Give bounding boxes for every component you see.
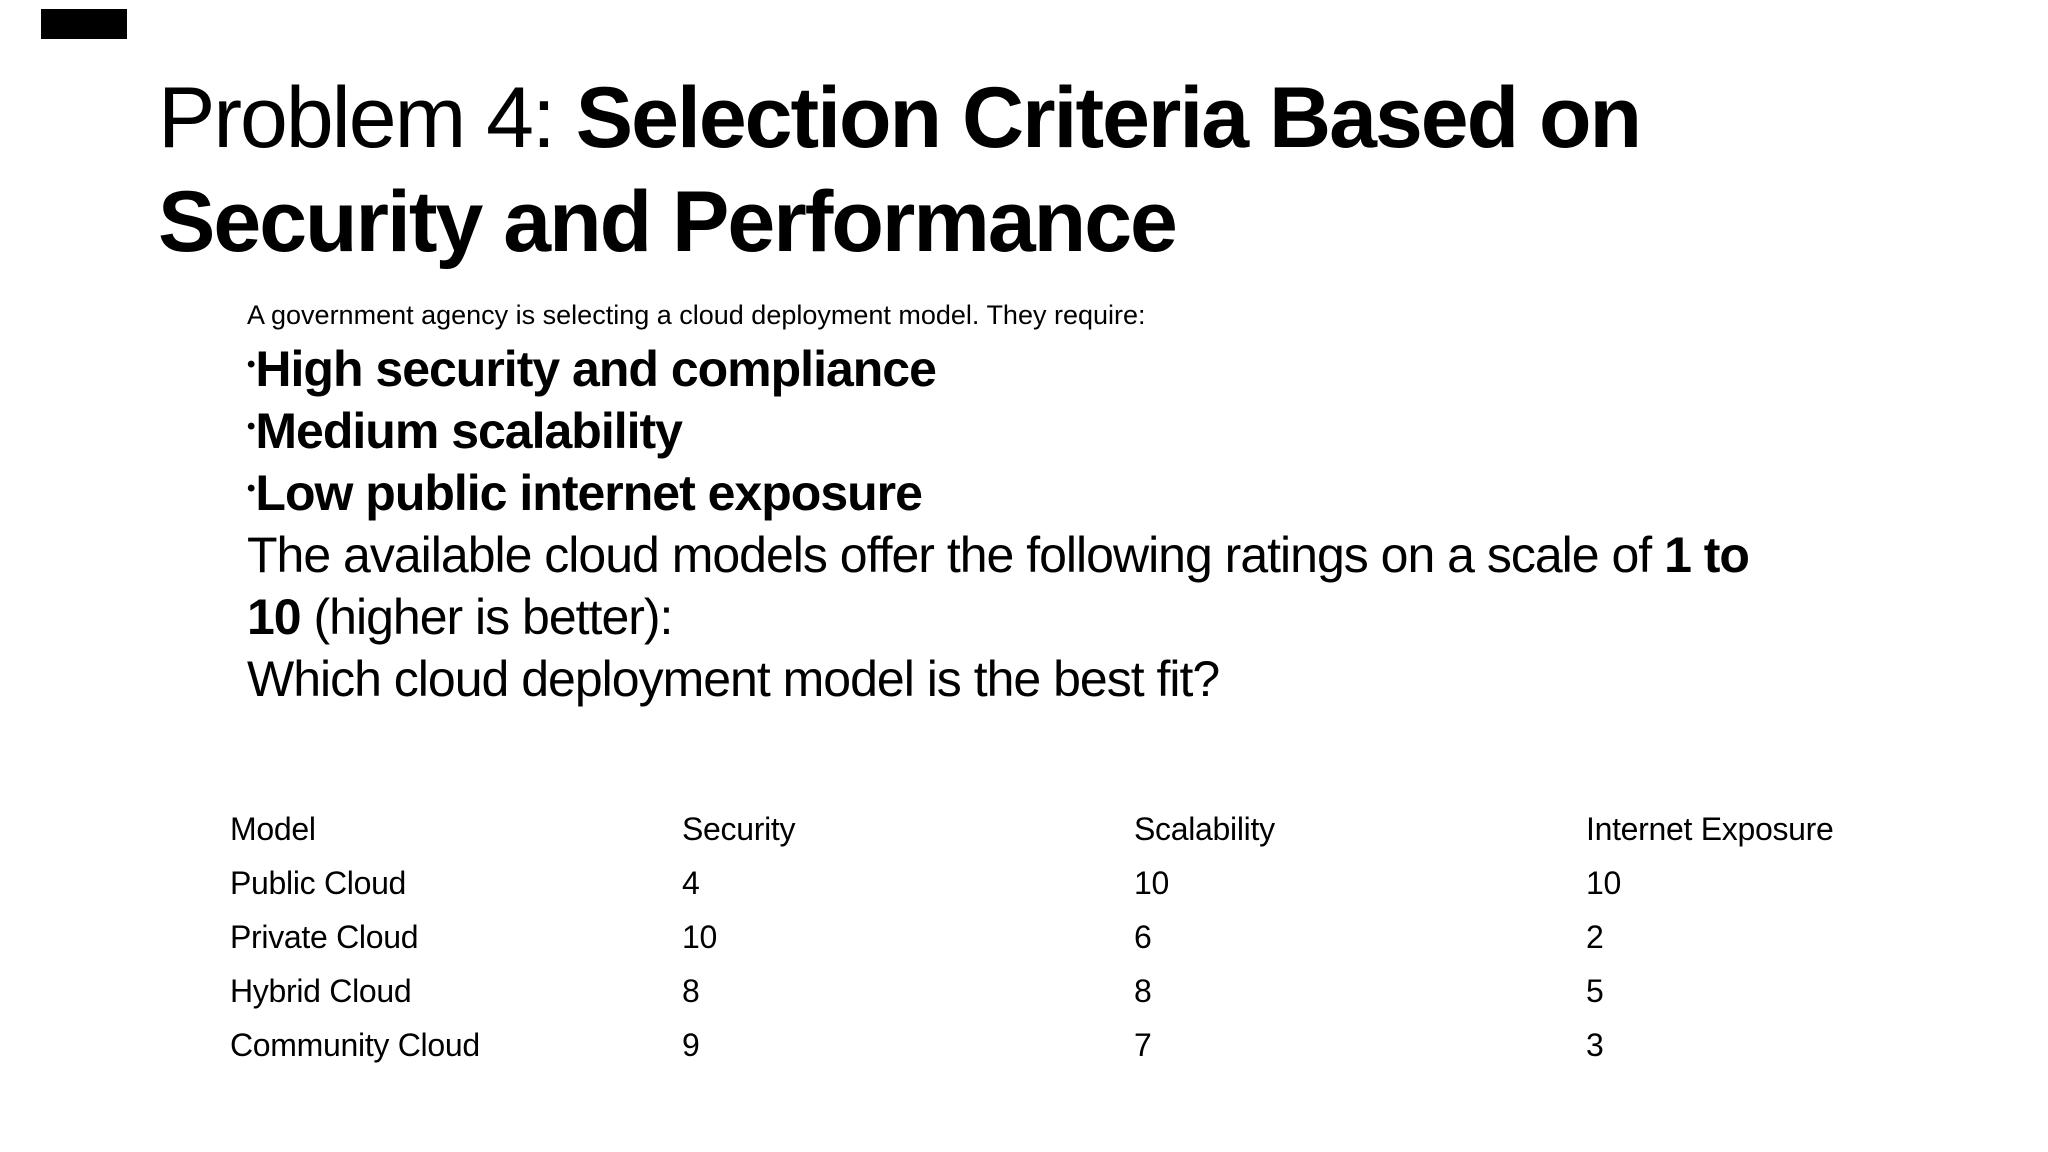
table-value-cell: 8 — [1134, 973, 1152, 1009]
table-value-cell: 6 — [1134, 919, 1152, 955]
title-emphasis-line2: Security and Performance — [158, 174, 1178, 270]
table-value-cell: 10 — [682, 919, 717, 955]
ratings-text-run: 10 — [247, 589, 302, 645]
ratings-paragraph: The available cloud models offer the fol… — [247, 524, 1987, 648]
ratings-paragraph-line: The available cloud models offer the fol… — [247, 524, 1987, 586]
requirement-item: •Medium scalability — [247, 400, 1987, 462]
ratings-text-run: (higher is better): — [300, 589, 674, 645]
table-model-cell: Community Cloud — [230, 1027, 480, 1063]
table-header-cell: Model — [230, 811, 316, 847]
requirements-list: •High security and compliance •Medium sca… — [247, 338, 1987, 524]
ratings-paragraph-line: 10 (higher is better): — [247, 586, 1987, 648]
table-value-cell: 9 — [682, 1027, 700, 1063]
table-value-cell: 10 — [1134, 865, 1169, 901]
table-header-cell: Security — [682, 811, 796, 847]
bullet-icon: • — [247, 475, 256, 503]
body-text-block: A government agency is selecting a cloud… — [247, 292, 1987, 710]
table-header-cell: Internet Exposure — [1586, 811, 1834, 847]
requirement-item: •High security and compliance — [247, 338, 1987, 400]
ratings-text-run: The available cloud models offer the fol… — [247, 527, 1665, 583]
bullet-icon: • — [247, 351, 256, 379]
requirement-label: Low public internet exposure — [255, 465, 923, 521]
requirement-label: High security and compliance — [255, 341, 937, 397]
table-model-cell: Hybrid Cloud — [230, 973, 412, 1009]
table-header-cell: Scalability — [1134, 811, 1275, 847]
question-line: Which cloud deployment model is the best… — [247, 651, 1220, 707]
intro-line: A government agency is selecting a cloud… — [247, 300, 1146, 330]
bullet-icon: • — [247, 413, 256, 441]
corner-mark — [41, 9, 127, 39]
ratings-text-run: 1 to — [1664, 527, 1750, 583]
table-model-cell: Public Cloud — [230, 865, 407, 901]
table-value-cell: 8 — [682, 973, 700, 1009]
title-emphasis-line1: Selection Criteria Based on — [575, 70, 1642, 166]
table-value-cell: 7 — [1134, 1027, 1152, 1063]
table-value-cell: 4 — [682, 865, 700, 901]
table-value-cell: 10 — [1586, 865, 1621, 901]
slide-title: Problem 4: Selection Criteria Based on Se… — [158, 66, 1642, 274]
requirement-item: •Low public internet exposure — [247, 462, 1987, 524]
requirement-label: Medium scalability — [255, 403, 683, 459]
table-value-cell: 3 — [1586, 1027, 1604, 1063]
table-value-cell: 2 — [1586, 919, 1604, 955]
table-value-cell: 5 — [1586, 973, 1604, 1009]
ratings-table: Model Security Scalability Internet Exposur… — [230, 810, 2038, 1080]
table-model-cell: Private Cloud — [230, 919, 419, 955]
title-prefix: Problem 4: — [158, 70, 576, 166]
